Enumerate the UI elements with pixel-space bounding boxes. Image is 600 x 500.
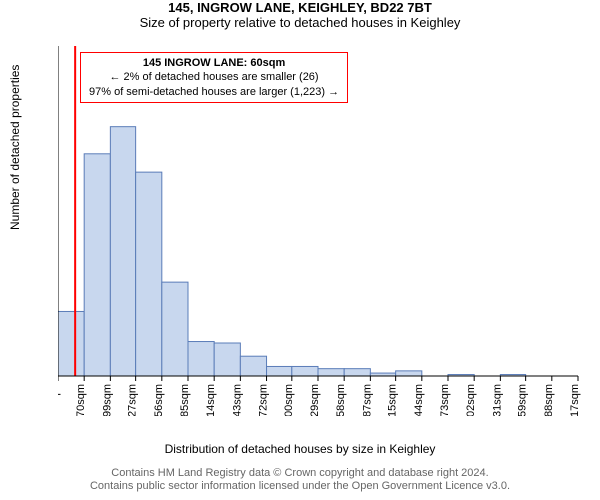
x-tick-label: 41sqm — [58, 384, 61, 416]
info-box-line3: 97% of semi-detached houses are larger (… — [89, 85, 339, 99]
histogram-bar — [84, 154, 110, 376]
histogram-bar — [318, 369, 344, 376]
x-tick-label: 300sqm — [283, 384, 295, 416]
histogram-bar — [162, 282, 188, 376]
x-tick-label: 415sqm — [387, 384, 399, 416]
histogram-bar — [344, 369, 370, 376]
x-tick-label: 358sqm — [335, 384, 347, 416]
x-tick-label: 531sqm — [491, 384, 503, 416]
info-box-line2: ← 2% of detached houses are smaller (26) — [89, 70, 339, 84]
page-title-line1: 145, INGROW LANE, KEIGHLEY, BD22 7BT — [0, 0, 600, 15]
x-tick-label: 387sqm — [361, 384, 373, 416]
x-tick-label: 588sqm — [543, 384, 555, 416]
x-tick-label: 272sqm — [258, 384, 270, 416]
histogram-bar — [136, 172, 162, 376]
x-tick-label: 156sqm — [153, 384, 165, 416]
x-tick-label: 99sqm — [101, 384, 113, 416]
x-tick-label: 444sqm — [413, 384, 425, 416]
histogram-bar — [58, 311, 84, 376]
x-tick-label: 473sqm — [439, 384, 451, 416]
property-info-box: 145 INGROW LANE: 60sqm ← 2% of detached … — [80, 52, 348, 103]
x-tick-label: 502sqm — [465, 384, 477, 416]
x-tick-label: 243sqm — [231, 384, 243, 416]
footer-line1: Contains HM Land Registry data © Crown c… — [0, 467, 600, 481]
x-tick-label: 70sqm — [75, 384, 87, 416]
histogram-bar — [267, 366, 292, 376]
copyright-footer: Contains HM Land Registry data © Crown c… — [0, 467, 600, 495]
histogram-bar — [188, 342, 214, 376]
histogram-bar — [214, 343, 240, 376]
histogram-bar — [110, 127, 135, 376]
x-tick-label: 127sqm — [127, 384, 139, 416]
x-tick-label: 185sqm — [179, 384, 191, 416]
histogram-bar — [396, 371, 422, 376]
page-title-line2: Size of property relative to detached ho… — [0, 15, 600, 30]
x-tick-label: 329sqm — [309, 384, 321, 416]
histogram-bar — [240, 356, 266, 376]
info-box-line1: 145 INGROW LANE: 60sqm — [89, 56, 339, 70]
x-axis-label: Distribution of detached houses by size … — [0, 442, 600, 456]
x-tick-label: 214sqm — [205, 384, 217, 416]
footer-line2: Contains public sector information licen… — [0, 480, 600, 494]
histogram-bar — [292, 366, 318, 376]
y-axis-label: Number of detached properties — [8, 65, 22, 230]
x-tick-label: 559sqm — [517, 384, 529, 416]
x-tick-label: 617sqm — [569, 384, 581, 416]
